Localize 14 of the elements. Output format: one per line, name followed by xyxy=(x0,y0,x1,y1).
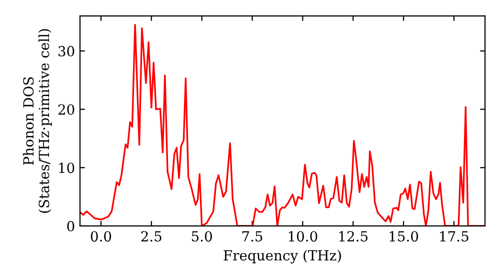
y-tick-label: 30 xyxy=(58,46,74,56)
x-tick-label: 7.5 xyxy=(242,231,262,242)
x-tick-label: 5.0 xyxy=(192,231,212,242)
y-tick-label: 10 xyxy=(59,162,74,174)
x-axis-title: Frequency (THz) xyxy=(224,250,341,264)
x-tick-label: 2.5 xyxy=(141,231,162,242)
y-tick-label: 0 xyxy=(67,220,74,232)
x-tick-label: 15.0 xyxy=(390,231,418,242)
y-tick-label: 20 xyxy=(58,104,74,115)
y-axis-title: Phonon DOS (States/THz·primitive cell) xyxy=(22,29,52,213)
x-tick-label: 17.5 xyxy=(440,231,468,242)
x-tick-label: 12.5 xyxy=(339,231,368,242)
x-tick-label: 10.0 xyxy=(288,231,318,242)
x-tick-label: 0.0 xyxy=(90,231,112,242)
